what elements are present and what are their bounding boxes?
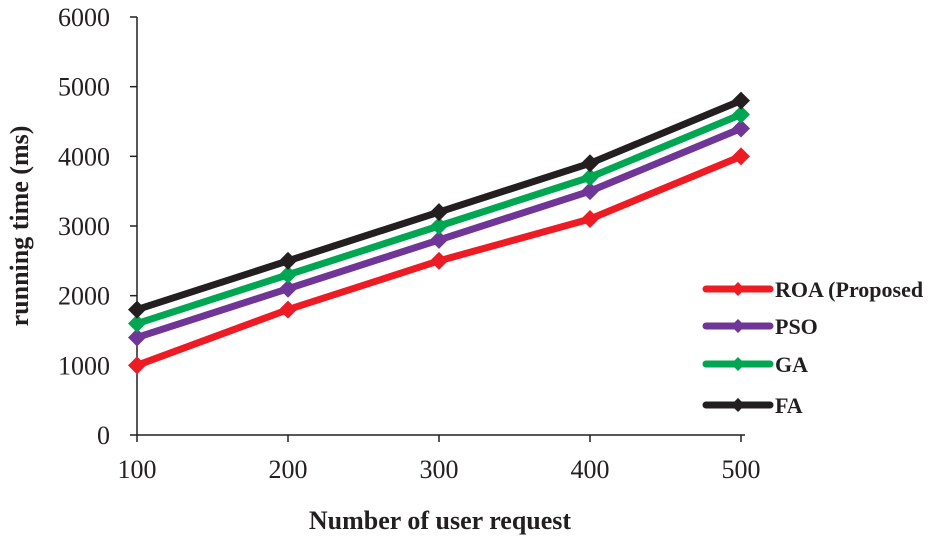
y-tick-label: 1000 [58, 351, 110, 380]
legend-marker [731, 319, 745, 333]
x-tick-label: 200 [269, 455, 308, 484]
data-point [279, 251, 297, 270]
data-point [128, 314, 146, 333]
legend-label: PSO [775, 314, 818, 339]
data-point [279, 265, 297, 284]
legend-marker [731, 398, 745, 412]
data-point [128, 300, 146, 319]
data-point [430, 217, 448, 235]
data-point [732, 147, 750, 166]
data-point [732, 105, 750, 124]
y-axis-title: running time (ms) [5, 126, 34, 327]
y-tick-label: 5000 [58, 73, 110, 102]
x-tick-label: 100 [118, 455, 157, 484]
x-axis-title: Number of user request [309, 506, 572, 535]
y-tick-label: 6000 [58, 3, 110, 32]
data-point [279, 279, 297, 298]
legend-marker [731, 357, 745, 371]
x-tick-label: 300 [420, 455, 459, 484]
x-tick-label: 500 [722, 455, 761, 484]
data-point [581, 168, 599, 187]
data-point [430, 203, 448, 222]
data-point [279, 300, 297, 319]
data-point [732, 119, 750, 138]
data-point [128, 328, 146, 347]
y-tick-label: 4000 [58, 142, 110, 171]
y-tick-label: 2000 [58, 282, 110, 311]
legend-label: GA [775, 352, 808, 377]
data-point [430, 251, 448, 270]
legend-marker [731, 282, 745, 296]
data-point [581, 182, 599, 201]
legend-label: ROA (Proposed [775, 277, 923, 302]
data-point [430, 230, 448, 249]
data-point [732, 91, 750, 110]
data-point [128, 356, 146, 375]
data-point [581, 210, 599, 229]
data-point [581, 154, 599, 173]
x-tick-label: 400 [571, 455, 610, 484]
y-tick-label: 0 [97, 421, 110, 450]
y-tick-label: 3000 [58, 212, 110, 241]
legend-label: FA [775, 393, 803, 418]
